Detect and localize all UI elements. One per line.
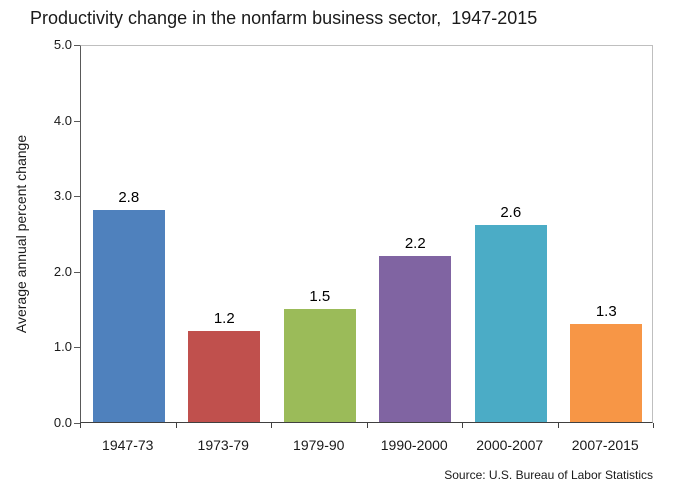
bar-1979-90 xyxy=(283,308,356,422)
x-category-label: 1990-2000 xyxy=(380,437,448,453)
y-tick-label: 3.0 xyxy=(53,188,72,204)
y-tick-mark xyxy=(74,423,80,424)
x-tick-mark xyxy=(653,423,654,428)
x-tick-mark xyxy=(80,423,81,428)
x-tick-mark xyxy=(271,423,272,428)
x-category-label: 2000-2007 xyxy=(476,437,544,453)
plot-area: 2.8 1.2 1.5 2.2 2.6 1.3 xyxy=(80,45,653,423)
y-tick-mark xyxy=(74,45,80,46)
bar-value-label: 2.2 xyxy=(404,234,426,252)
bar-value-label: 2.6 xyxy=(500,204,522,222)
y-tick-label: 1.0 xyxy=(53,339,72,355)
y-tick-label: 4.0 xyxy=(53,112,72,128)
y-tick-mark xyxy=(74,347,80,349)
bar-value-label: 1.3 xyxy=(595,302,617,320)
y-tick-label: 0.0 xyxy=(53,415,72,430)
bar-2007-2015 xyxy=(570,323,643,422)
x-tick-mark xyxy=(366,423,368,428)
bar-value-label: 1.5 xyxy=(309,287,331,305)
source-note: Source: U.S. Bureau of Labor Statistics xyxy=(444,468,653,482)
bar-value-label: 1.2 xyxy=(213,310,235,328)
x-category-label: 2007-2015 xyxy=(571,437,639,453)
bar-2000-2007 xyxy=(474,225,547,422)
y-tick-mark xyxy=(74,120,80,122)
chart-title: Productivity change in the nonfarm busin… xyxy=(30,8,538,28)
y-tick-label: 2.0 xyxy=(53,263,72,279)
bar-1990-2000 xyxy=(379,255,452,422)
bar-1947-73 xyxy=(92,210,165,422)
y-tick-label: 5.0 xyxy=(53,37,72,52)
bar-1973-79 xyxy=(188,331,261,422)
x-category-label: 1947-73 xyxy=(102,437,154,453)
x-tick-mark xyxy=(557,423,559,428)
x-category-label: 1979-90 xyxy=(293,437,345,453)
x-category-label: 1973-79 xyxy=(197,437,249,453)
bar-value-label: 2.8 xyxy=(118,189,140,207)
y-axis-title: Average annual percent change xyxy=(13,134,29,334)
x-tick-mark xyxy=(175,423,177,428)
y-tick-mark xyxy=(74,271,80,273)
x-tick-mark xyxy=(462,423,463,428)
y-tick-mark xyxy=(74,196,80,198)
